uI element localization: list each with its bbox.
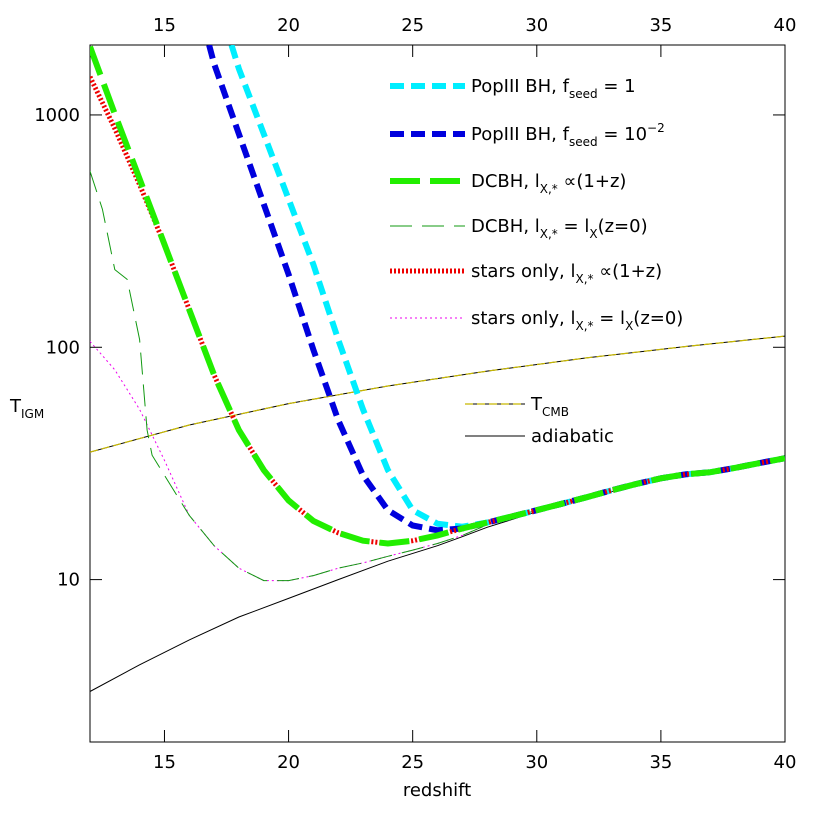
x-tick-label: 40: [774, 752, 797, 773]
text-part: T: [9, 396, 22, 417]
text-part: X,*: [540, 227, 558, 241]
y-tick-label: 1000: [34, 105, 80, 126]
text-part: = 10: [598, 124, 647, 145]
text-part: X,*: [575, 272, 593, 286]
text-part: = 1: [598, 76, 636, 97]
x-tick-label: 35: [649, 15, 672, 36]
text-part: adiabatic: [531, 426, 614, 447]
y-tick-label: 100: [46, 337, 80, 358]
text-part: seed: [569, 135, 598, 149]
x-tick-label: 30: [525, 15, 548, 36]
plot-lines: [90, 45, 785, 692]
text-part: X,*: [540, 182, 558, 196]
legend-label: adiabatic: [531, 426, 614, 447]
x-axis-label: redshift: [403, 780, 471, 801]
legend-label: stars only, lX,* ∝(1+z): [471, 261, 662, 286]
x-tick-label: 15: [153, 15, 176, 36]
series-line: [90, 45, 785, 547]
y-tick-label: 10: [57, 570, 80, 591]
plot-frame: [89, 44, 786, 743]
text-part: ∝(1+z): [594, 261, 663, 282]
legend-label: DCBH, lX,* ∝(1+z): [471, 171, 626, 196]
series-line: [90, 170, 785, 582]
text-part: DCBH, l: [471, 216, 540, 237]
text-part: X: [589, 227, 597, 241]
series-line: [90, 335, 785, 453]
text-part: (z=0): [633, 308, 683, 329]
text-part: seed: [569, 87, 598, 101]
text-part: PopIII BH, f: [471, 76, 570, 97]
series-line: [90, 457, 785, 692]
y-axis-label: TIGM: [9, 396, 44, 421]
x-tick-label: 40: [774, 15, 797, 36]
legend-label: PopIII BH, fseed = 10−2: [471, 121, 665, 149]
text-part: stars only, l: [471, 308, 575, 329]
legend-label: DCBH, lX,* = lX(z=0): [471, 216, 648, 241]
series-line: [90, 341, 785, 582]
text-part: −2: [647, 121, 665, 135]
legend-label: stars only, lX,* = lX(z=0): [471, 308, 683, 333]
text-part: IGM: [21, 407, 44, 421]
text-part: T: [530, 394, 543, 415]
text-part: PopIII BH, f: [471, 124, 570, 145]
x-tick-label: 35: [649, 752, 672, 773]
text-part: = l: [558, 216, 590, 237]
series-line-underlay: [90, 335, 785, 453]
x-tick-label: 25: [401, 752, 424, 773]
series-line: [206, 45, 785, 534]
x-tick-label: 20: [277, 752, 300, 773]
text-part: = l: [594, 308, 626, 329]
series-line: [228, 45, 785, 530]
text-part: X: [625, 319, 633, 333]
legend-label: PopIII BH, fseed = 1: [471, 76, 636, 101]
text-part: CMB: [542, 405, 569, 419]
text-part: stars only, l: [471, 261, 575, 282]
text-part: X,*: [575, 319, 593, 333]
legend-label: TCMB: [530, 394, 569, 419]
x-tick-label: 30: [525, 752, 548, 773]
x-tick-label: 20: [277, 15, 300, 36]
x-tick-label: 15: [153, 752, 176, 773]
text-part: ∝(1+z): [558, 171, 627, 192]
text-part: DCBH, l: [471, 171, 540, 192]
text-part: (z=0): [598, 216, 648, 237]
x-tick-label: 25: [401, 15, 424, 36]
